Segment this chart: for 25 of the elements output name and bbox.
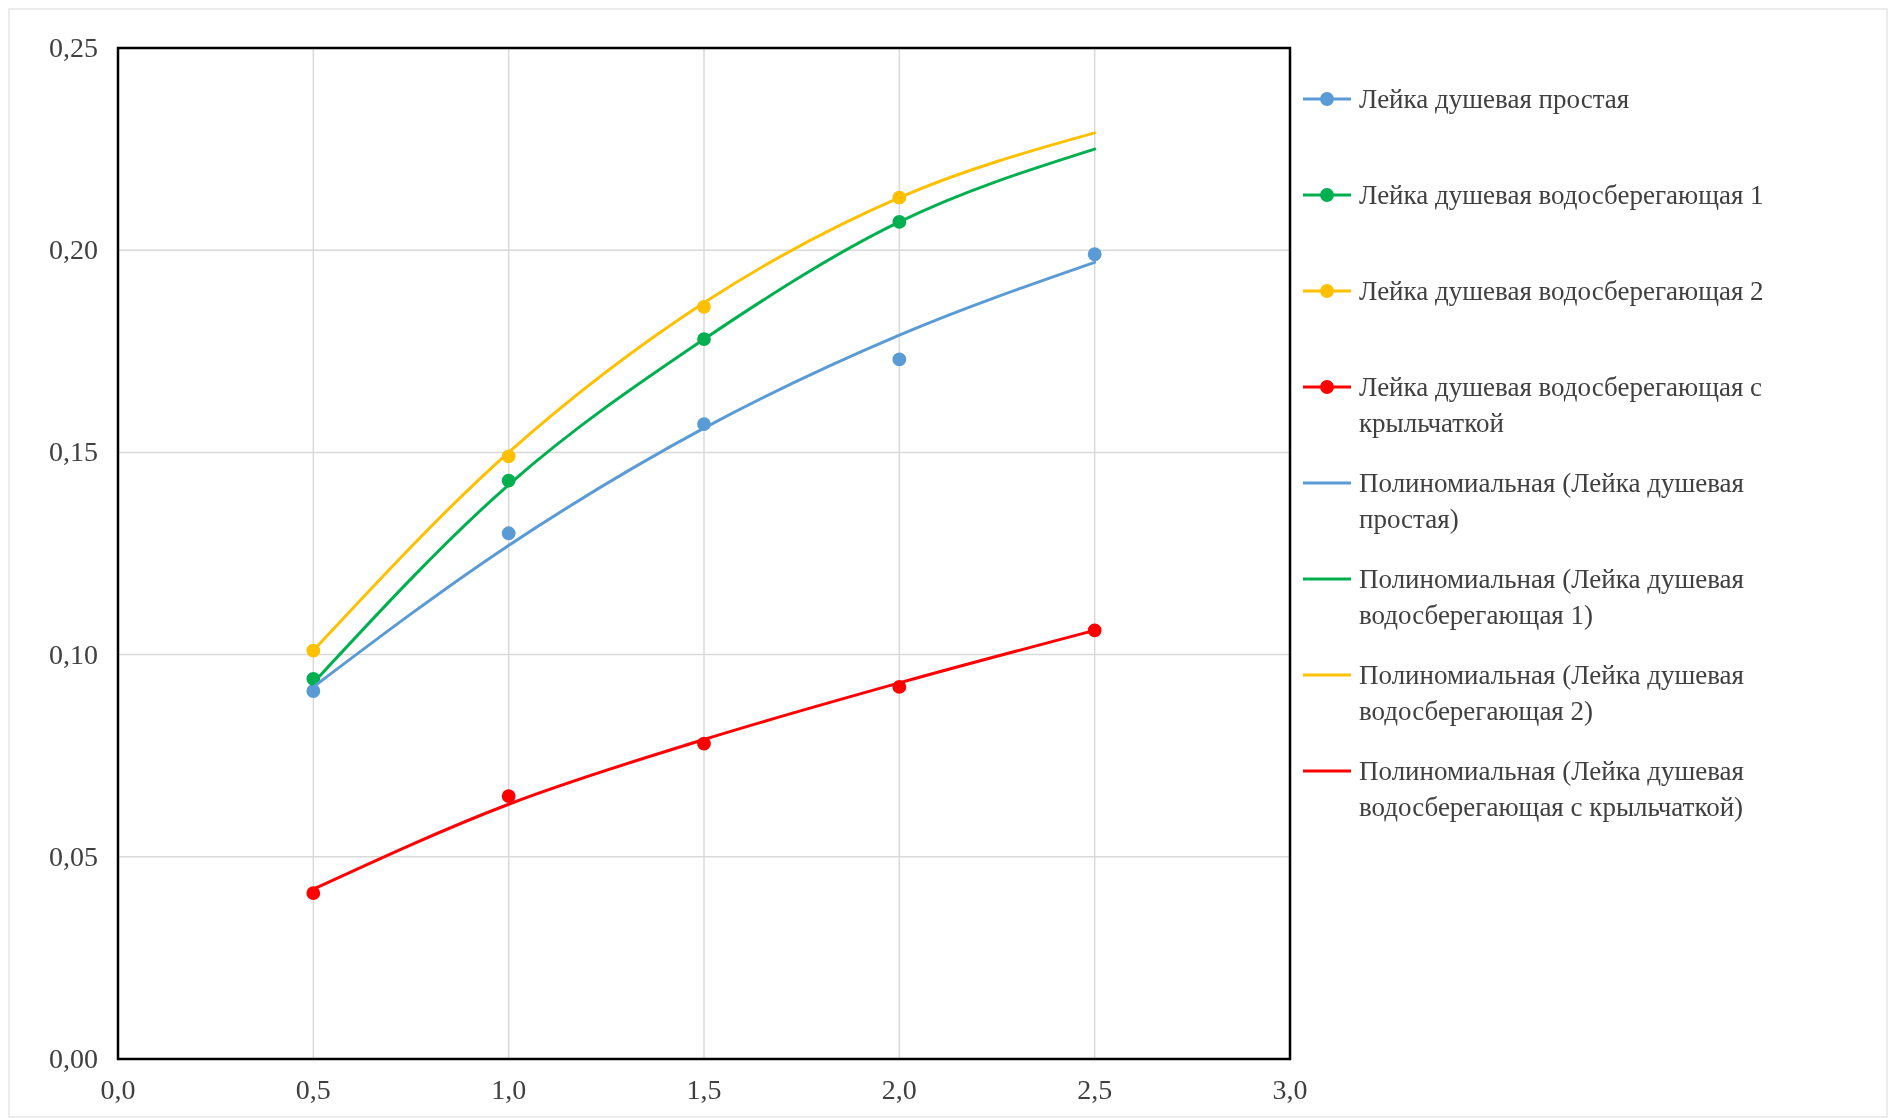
point (1087, 247, 1102, 262)
x-tick-label: 0,5 (295, 1074, 331, 1105)
x-tick-label: 2,0 (881, 1074, 917, 1105)
y-tick-label: 0,25 (49, 32, 98, 63)
legend-label: Лейка душевая водосберегающая с крыльчаткой (1359, 372, 1763, 438)
legend-label: Лейка душевая простая (1359, 84, 1630, 114)
y-tick-label: 0,00 (49, 1043, 98, 1074)
point (501, 789, 516, 804)
point (501, 526, 516, 541)
legend-label: Полиномиальная (Лейка душевая водосберегающая с крыльчаткой) (1359, 756, 1744, 822)
x-tick-label: 1,0 (491, 1074, 527, 1105)
legend-label: Лейка душевая водосберегающая 2 (1359, 276, 1764, 306)
legend-label: Полиномиальная (Лейка душевая водосберегающая 1) (1359, 564, 1744, 630)
x-tick-label: 3,0 (1272, 1074, 1308, 1105)
y-tick-label: 0,10 (49, 638, 98, 670)
x-tick-label: 0,0 (100, 1074, 136, 1105)
legend-label: Полиномиальная (Лейка душевая водосберегающая 2) (1359, 660, 1744, 726)
point (892, 352, 907, 367)
y-tick-label: 0,15 (49, 436, 98, 468)
legend-label: Полиномиальная (Лейка душевая простая) (1359, 468, 1744, 534)
x-tick-label: 1,5 (686, 1074, 722, 1105)
y-tick-label: 0,20 (49, 234, 98, 266)
y-tick-label: 0,05 (49, 840, 98, 872)
legend-label: Лейка душевая водосберегающая 1 (1359, 180, 1764, 210)
x-tick-label: 2,5 (1077, 1074, 1113, 1105)
